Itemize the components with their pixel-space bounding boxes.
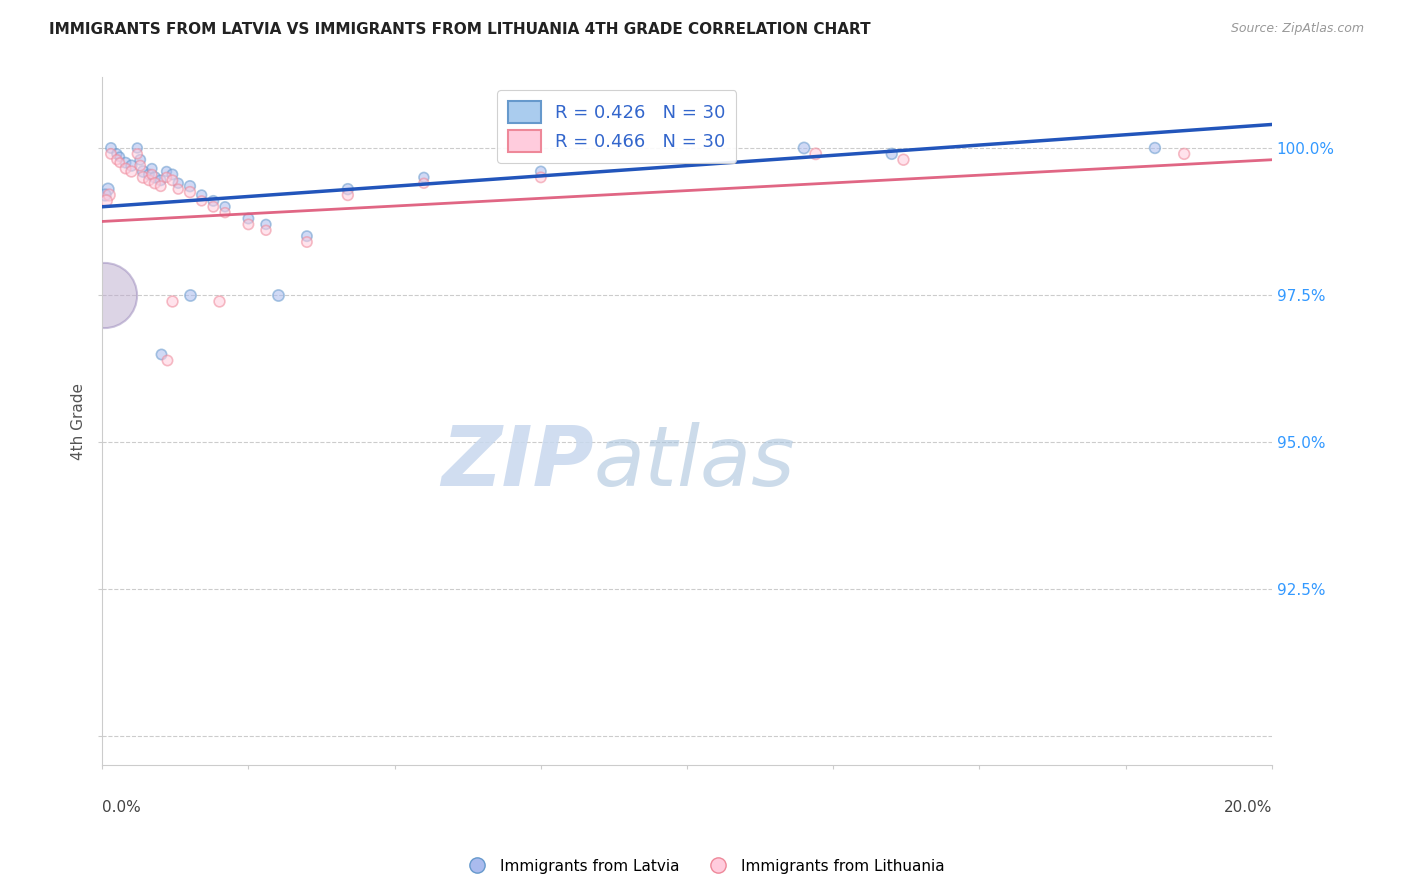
Point	[97, 182, 120, 196]
Point	[100, 141, 122, 155]
Point	[141, 168, 163, 182]
Point	[238, 218, 260, 232]
Point	[162, 293, 184, 308]
Point	[214, 205, 236, 219]
Point	[132, 170, 155, 185]
Legend: Immigrants from Latvia, Immigrants from Lithuania: Immigrants from Latvia, Immigrants from …	[456, 853, 950, 880]
Point	[96, 194, 118, 208]
Point	[179, 185, 201, 199]
Legend: R = 0.426   N = 30, R = 0.466   N = 30: R = 0.426 N = 30, R = 0.466 N = 30	[498, 90, 737, 163]
Point	[149, 179, 172, 194]
Point	[208, 293, 231, 308]
Point	[162, 168, 184, 182]
Point	[214, 200, 236, 214]
Text: ZIP: ZIP	[441, 422, 593, 503]
Text: 20.0%: 20.0%	[1223, 799, 1272, 814]
Point	[108, 155, 131, 169]
Point	[336, 188, 359, 202]
Point	[254, 218, 277, 232]
Point	[202, 200, 225, 214]
Text: IMMIGRANTS FROM LATVIA VS IMMIGRANTS FROM LITHUANIA 4TH GRADE CORRELATION CHART: IMMIGRANTS FROM LATVIA VS IMMIGRANTS FRO…	[49, 22, 870, 37]
Point	[238, 211, 260, 226]
Point	[138, 173, 160, 187]
Text: atlas: atlas	[593, 422, 796, 503]
Point	[266, 288, 288, 302]
Point	[105, 146, 128, 161]
Point	[295, 229, 318, 244]
Point	[155, 352, 177, 367]
Point	[143, 176, 166, 190]
Point	[254, 223, 277, 237]
Point	[1173, 146, 1195, 161]
Point	[127, 141, 149, 155]
Point	[114, 155, 136, 169]
Point	[132, 164, 155, 178]
Point	[120, 159, 142, 173]
Point	[127, 146, 149, 161]
Point	[143, 170, 166, 185]
Point	[530, 164, 553, 178]
Point	[129, 159, 152, 173]
Point	[93, 288, 115, 302]
Point	[190, 188, 212, 202]
Point	[530, 170, 553, 185]
Point	[129, 153, 152, 167]
Point	[412, 176, 434, 190]
Point	[190, 194, 212, 208]
Point	[295, 235, 318, 249]
Point	[98, 188, 121, 202]
Point	[793, 141, 815, 155]
Point	[108, 150, 131, 164]
Point	[179, 288, 201, 302]
Point	[179, 179, 201, 194]
Point	[167, 182, 190, 196]
Point	[412, 170, 434, 185]
Point	[94, 188, 117, 202]
Point	[155, 164, 177, 178]
Point	[105, 153, 128, 167]
Text: Source: ZipAtlas.com: Source: ZipAtlas.com	[1230, 22, 1364, 36]
Point	[155, 170, 177, 185]
Point	[138, 168, 160, 182]
Point	[804, 146, 827, 161]
Point	[114, 161, 136, 176]
Point	[202, 194, 225, 208]
Point	[893, 153, 915, 167]
Point	[141, 161, 163, 176]
Text: 0.0%: 0.0%	[103, 799, 141, 814]
Point	[336, 182, 359, 196]
Point	[120, 164, 142, 178]
Point	[1143, 141, 1166, 155]
Point	[149, 347, 172, 361]
Point	[100, 146, 122, 161]
Y-axis label: 4th Grade: 4th Grade	[72, 383, 86, 460]
Point	[880, 146, 903, 161]
Point	[149, 173, 172, 187]
Point	[162, 173, 184, 187]
Point	[167, 176, 190, 190]
